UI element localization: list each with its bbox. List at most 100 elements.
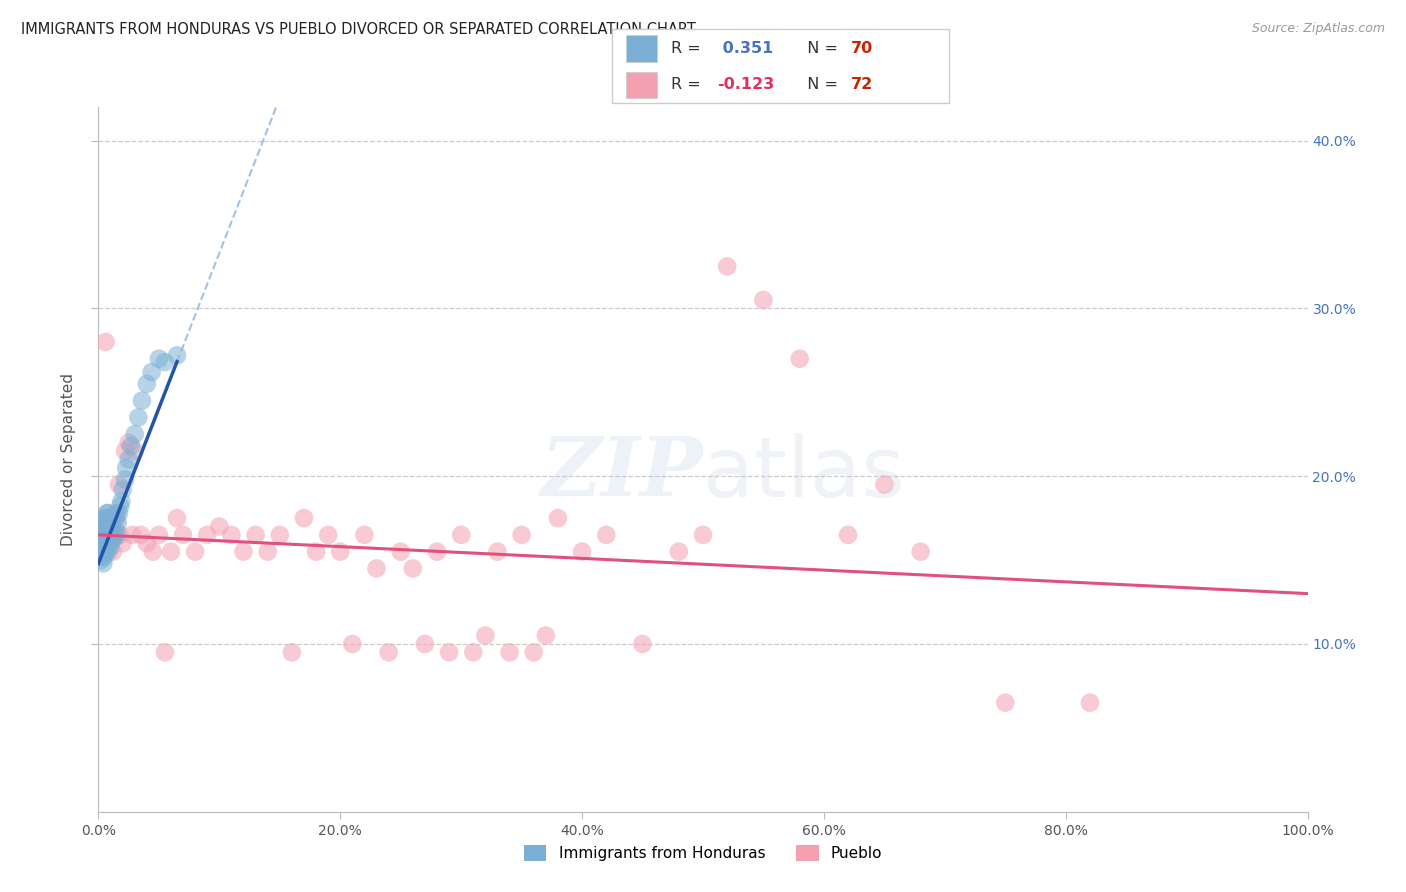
Point <box>91 544 114 558</box>
Point <box>96 519 118 533</box>
Point <box>135 376 157 391</box>
Point <box>127 410 149 425</box>
Y-axis label: Divorced or Separated: Divorced or Separated <box>60 373 76 546</box>
Point <box>124 444 146 458</box>
Point <box>114 444 136 458</box>
Point <box>96 506 118 520</box>
Point <box>98 523 121 537</box>
Point <box>510 528 533 542</box>
Point <box>103 528 125 542</box>
Point <box>129 528 152 542</box>
Point <box>94 515 117 529</box>
Point <box>353 528 375 542</box>
Point <box>208 519 231 533</box>
Text: IMMIGRANTS FROM HONDURAS VS PUEBLO DIVORCED OR SEPARATED CORRELATION CHART: IMMIGRANTS FROM HONDURAS VS PUEBLO DIVOR… <box>21 22 696 37</box>
Point <box>498 645 520 659</box>
Point <box>413 637 436 651</box>
Point <box>486 544 509 558</box>
Point <box>91 524 114 539</box>
Point <box>91 519 114 533</box>
Point <box>752 293 775 307</box>
Point <box>692 528 714 542</box>
Point <box>166 348 188 362</box>
Point <box>93 536 115 550</box>
Point <box>184 544 207 558</box>
Point <box>342 637 364 651</box>
Legend: Immigrants from Honduras, Pueblo: Immigrants from Honduras, Pueblo <box>517 839 889 868</box>
Point <box>110 494 132 508</box>
Point <box>121 528 143 542</box>
Point <box>105 528 128 542</box>
Point <box>97 531 120 545</box>
Point <box>90 553 112 567</box>
Point <box>96 540 118 554</box>
Point <box>100 540 122 554</box>
Point <box>91 540 114 554</box>
Point <box>547 511 569 525</box>
Point <box>98 536 121 550</box>
Point <box>141 365 163 379</box>
Text: R =: R = <box>671 78 706 93</box>
Point <box>105 511 128 525</box>
Point <box>148 351 170 366</box>
Point <box>131 393 153 408</box>
Point <box>93 511 115 525</box>
Point <box>90 533 112 547</box>
Text: atlas: atlas <box>703 433 904 514</box>
Point <box>789 351 811 366</box>
Point <box>90 523 112 537</box>
Point <box>120 439 142 453</box>
Point <box>450 528 472 542</box>
Point <box>90 540 112 554</box>
Point <box>118 435 141 450</box>
Point <box>101 511 124 525</box>
Point <box>837 528 859 542</box>
Point <box>281 645 304 659</box>
Text: Source: ZipAtlas.com: Source: ZipAtlas.com <box>1251 22 1385 36</box>
Point <box>124 427 146 442</box>
Point <box>142 544 165 558</box>
Point <box>111 483 134 497</box>
Point <box>101 544 124 558</box>
Point <box>93 541 115 556</box>
Text: 0.351: 0.351 <box>717 41 773 56</box>
Point <box>245 528 267 542</box>
Point <box>93 549 115 564</box>
Point <box>463 645 485 659</box>
Text: 70: 70 <box>851 41 873 56</box>
Point <box>107 516 129 530</box>
Point <box>366 561 388 575</box>
Point <box>305 544 328 558</box>
Text: N =: N = <box>797 41 844 56</box>
Point <box>94 544 117 558</box>
Point <box>91 536 114 550</box>
Point <box>100 511 122 525</box>
Point <box>873 477 896 491</box>
Point <box>172 528 194 542</box>
Point <box>93 523 115 537</box>
Point <box>426 544 449 558</box>
Point <box>631 637 654 651</box>
Point <box>101 528 124 542</box>
Point <box>108 506 131 520</box>
Point <box>91 528 114 542</box>
Point <box>91 549 114 564</box>
Point <box>97 506 120 520</box>
Point <box>96 533 118 547</box>
Point <box>97 544 120 558</box>
Point <box>100 519 122 533</box>
Point <box>100 533 122 547</box>
Point <box>93 533 115 547</box>
Point <box>100 528 122 542</box>
Point <box>571 544 593 558</box>
Point <box>97 519 120 533</box>
Point <box>108 500 131 514</box>
Point <box>108 477 131 491</box>
Point <box>195 528 218 542</box>
Point <box>256 544 278 558</box>
Point <box>377 645 399 659</box>
Point <box>98 511 121 525</box>
Point <box>100 516 122 530</box>
Point <box>402 561 425 575</box>
Point <box>1078 696 1101 710</box>
